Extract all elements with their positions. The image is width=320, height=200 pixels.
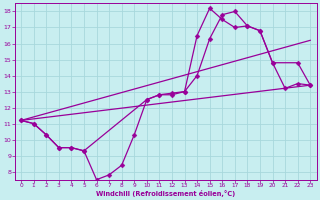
X-axis label: Windchill (Refroidissement éolien,°C): Windchill (Refroidissement éolien,°C): [96, 190, 235, 197]
